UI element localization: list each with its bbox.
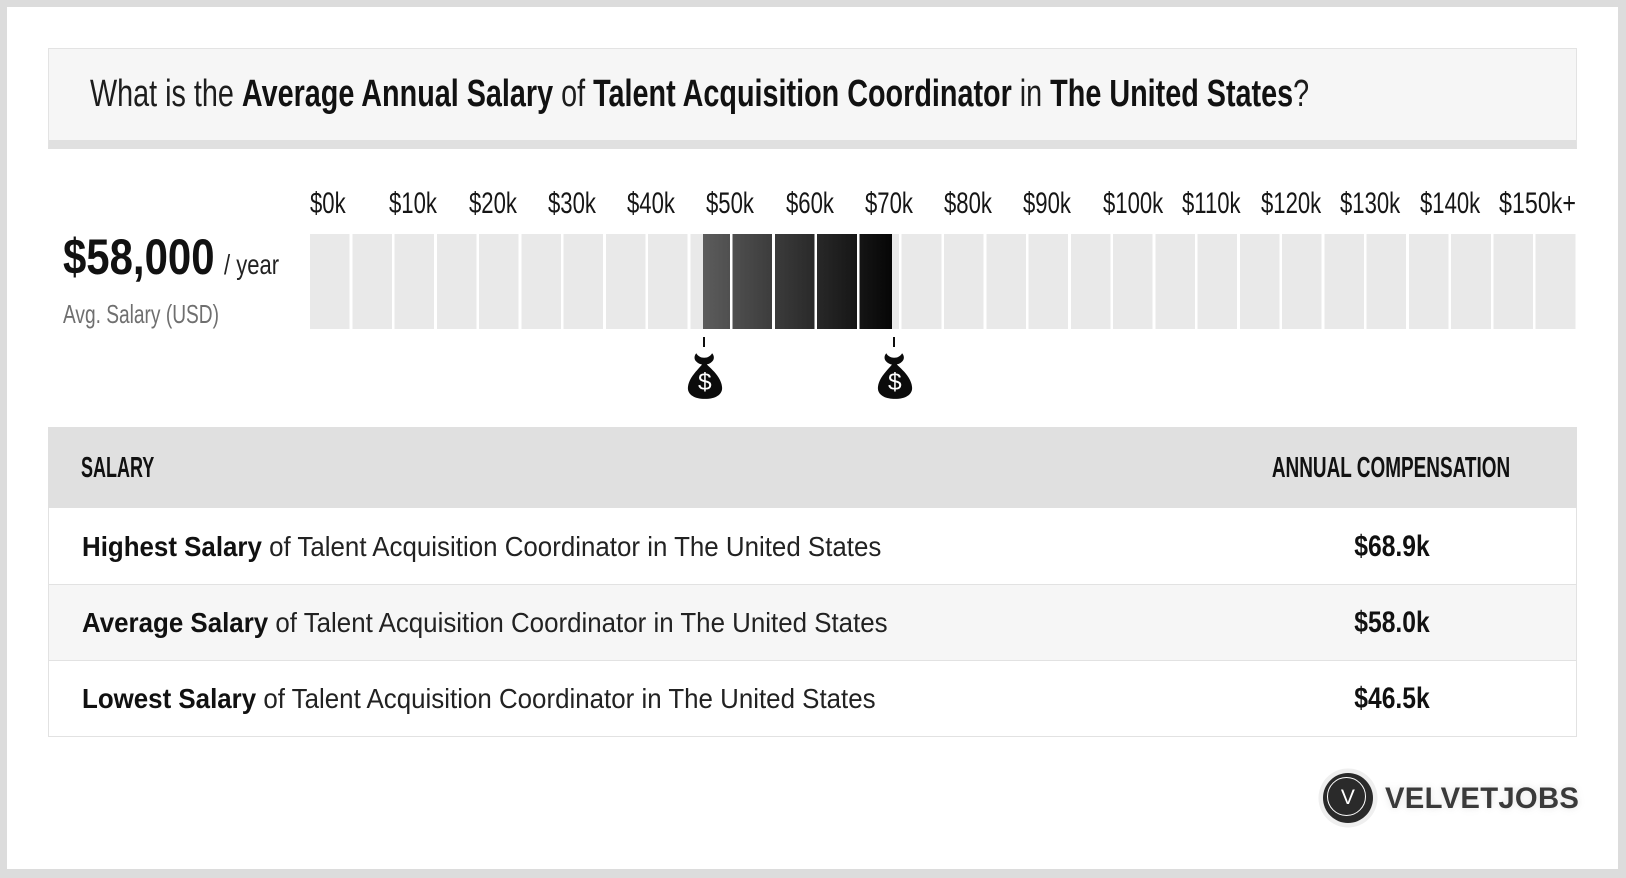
svg-text:$: $ — [698, 369, 712, 396]
svg-text:$: $ — [887, 369, 901, 396]
